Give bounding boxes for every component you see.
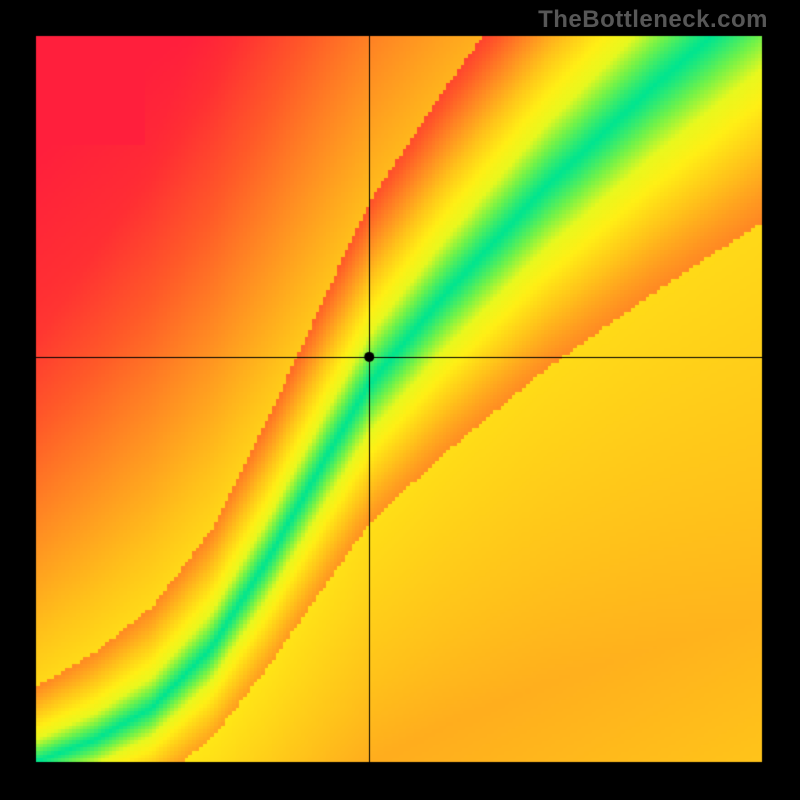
watermark-text: TheBottleneck.com	[538, 6, 768, 34]
bottleneck-heatmap	[0, 0, 800, 800]
